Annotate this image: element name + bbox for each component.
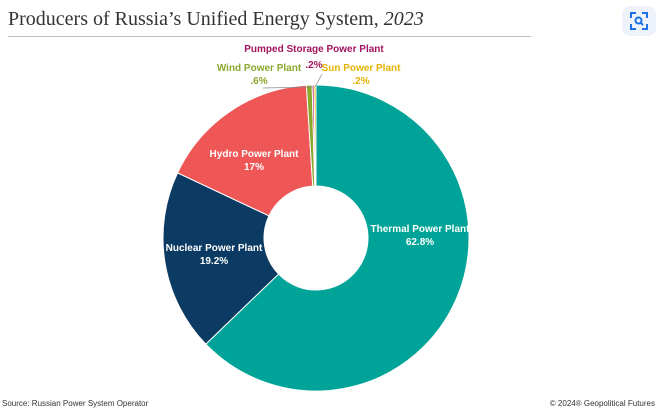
image-search-icon [630, 12, 648, 30]
slice-sun-power-plant [313, 84, 317, 187]
leader-line-wind-power-plant [262, 86, 313, 89]
value-label-pumped-storage-power-plant: .2% [305, 60, 322, 71]
value-label-nuclear-power-plant: 19.2% [200, 256, 228, 267]
copyright-note: © 2024® Geopolitical Futures [549, 399, 655, 408]
label-sun-power-plant: Sun Power Plant [322, 63, 402, 74]
label-thermal-power-plant: Thermal Power Plant [371, 224, 471, 235]
source-note: Source: Russian Power System Operator [2, 399, 149, 408]
slice-nuclear-power-plant [162, 172, 280, 345]
chart-title-text: Producers of Russia’s Unified Energy Sys… [8, 8, 379, 30]
slice-thermal-power-plant [205, 84, 470, 392]
label-pumped-storage-power-plant: Pumped Storage Power Plant [244, 44, 384, 55]
slice-hydro-power-plant [176, 84, 314, 217]
title-divider [8, 36, 531, 37]
value-label-sun-power-plant: .2% [352, 76, 369, 87]
value-label-wind-power-plant: .6% [250, 76, 267, 87]
chart-title-year: 2023 [383, 8, 424, 30]
label-hydro-power-plant: Hydro Power Plant [210, 149, 300, 160]
label-nuclear-power-plant: Nuclear Power Plant [166, 243, 263, 254]
value-label-thermal-power-plant: 62.8% [406, 237, 434, 248]
label-wind-power-plant: Wind Power Plant [217, 63, 302, 74]
chart-title: Producers of Russia’s Unified Energy Sys… [8, 8, 424, 31]
image-search-button[interactable] [622, 6, 656, 36]
value-label-hydro-power-plant: 17% [244, 162, 264, 173]
leader-line-sun-power-plant [314, 73, 323, 88]
